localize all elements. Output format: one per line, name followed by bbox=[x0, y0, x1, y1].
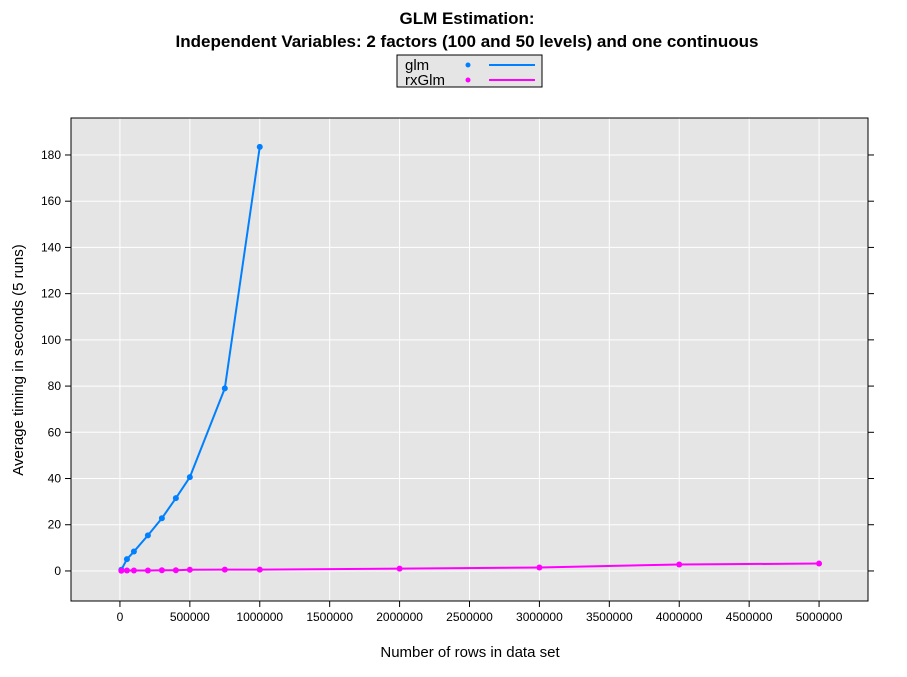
data-point-rxGlm bbox=[158, 567, 165, 574]
x-axis-label: Number of rows in data set bbox=[380, 644, 560, 661]
y-tick-label: 160 bbox=[41, 194, 61, 208]
legend-label-rxGlm: rxGlm bbox=[405, 72, 445, 89]
y-tick-label: 80 bbox=[48, 379, 62, 393]
legend-marker-rxGlm bbox=[465, 77, 471, 83]
y-tick-label: 60 bbox=[48, 425, 62, 439]
data-point-glm bbox=[256, 143, 263, 150]
y-tick-label: 0 bbox=[54, 564, 61, 578]
data-point-rxGlm bbox=[256, 566, 263, 573]
x-tick-label: 2500000 bbox=[446, 610, 493, 624]
data-point-rxGlm bbox=[118, 567, 125, 574]
data-point-glm bbox=[158, 515, 165, 522]
data-point-glm bbox=[144, 532, 151, 539]
data-point-rxGlm bbox=[130, 567, 137, 574]
data-point-glm bbox=[123, 556, 130, 563]
plot-area: 0 500000 1000000 1500000 2000000 2500000 30000… bbox=[41, 117, 874, 624]
y-tick-label: 180 bbox=[41, 148, 61, 162]
y-tick-label: 120 bbox=[41, 287, 61, 301]
chart-subtitle: Independent Variables: 2 factors (100 an… bbox=[176, 32, 759, 51]
x-tick-label: 1500000 bbox=[306, 610, 353, 624]
data-point-glm bbox=[221, 385, 228, 392]
y-tick-label: 100 bbox=[41, 333, 61, 347]
y-tick-label: 20 bbox=[48, 518, 62, 532]
x-tick-label: 3000000 bbox=[516, 610, 563, 624]
data-point-glm bbox=[186, 474, 193, 481]
data-point-rxGlm bbox=[221, 566, 228, 573]
data-point-rxGlm bbox=[123, 567, 130, 574]
data-point-rxGlm bbox=[816, 560, 823, 567]
x-tick-label: 500000 bbox=[170, 610, 210, 624]
data-point-rxGlm bbox=[396, 565, 403, 572]
plot-border bbox=[70, 117, 869, 602]
x-tick-label: 3500000 bbox=[586, 610, 633, 624]
x-tick-label: 0 bbox=[117, 610, 124, 624]
x-tick-label: 4500000 bbox=[726, 610, 773, 624]
x-tick-label: 2000000 bbox=[376, 610, 423, 624]
data-point-rxGlm bbox=[186, 566, 193, 573]
data-point-rxGlm bbox=[536, 564, 543, 571]
y-tick-label: 140 bbox=[41, 240, 61, 254]
y-tick-label: 40 bbox=[48, 472, 62, 486]
data-point-glm bbox=[130, 548, 137, 555]
data-point-glm bbox=[172, 495, 179, 502]
legend-marker-glm bbox=[465, 62, 471, 68]
legend-label-glm: glm bbox=[405, 57, 429, 74]
data-point-rxGlm bbox=[172, 567, 179, 574]
chart-title: GLM Estimation: bbox=[399, 9, 534, 28]
x-tick-label: 4000000 bbox=[656, 610, 703, 624]
x-tick-label: 1000000 bbox=[236, 610, 283, 624]
data-point-rxGlm bbox=[676, 561, 683, 568]
y-axis-label: Average timing in seconds (5 runs) bbox=[10, 244, 27, 476]
x-tick-label: 5000000 bbox=[796, 610, 843, 624]
data-point-rxGlm bbox=[144, 567, 151, 574]
